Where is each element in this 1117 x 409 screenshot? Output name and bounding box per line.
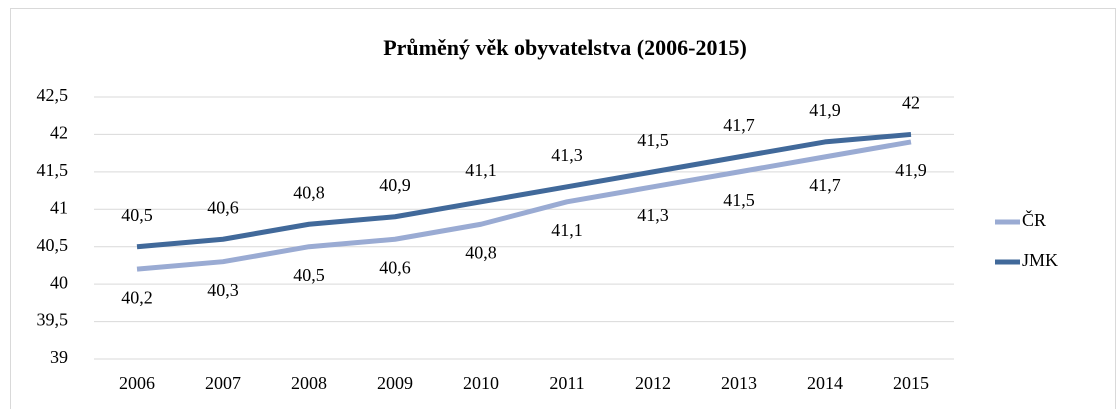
x-tick-label: 2009 — [377, 373, 413, 393]
data-label: 40,8 — [293, 182, 325, 202]
data-label: 41,5 — [637, 130, 669, 150]
series-line — [136, 139, 912, 272]
y-tick-label: 39,5 — [37, 310, 69, 330]
data-label: 41,7 — [809, 175, 841, 195]
data-label: 41,7 — [723, 115, 755, 135]
x-tick-label: 2008 — [291, 373, 327, 393]
data-label: 41,3 — [637, 205, 669, 225]
data-label: 41,5 — [723, 190, 755, 210]
data-label: 40,9 — [379, 175, 411, 195]
data-label: 40,8 — [465, 242, 497, 262]
x-tick-label: 2013 — [721, 373, 757, 393]
data-label: 40,2 — [121, 287, 153, 307]
data-label: 41,3 — [551, 145, 583, 165]
chart-title: Průměný věk obyvatelstva (2006-2015) — [383, 35, 747, 60]
x-tick-label: 2014 — [807, 373, 843, 393]
data-label: 40,5 — [293, 265, 325, 285]
y-tick-label: 40,5 — [37, 235, 69, 255]
y-tick-label: 42,5 — [37, 85, 69, 105]
y-tick-label: 41 — [50, 197, 68, 217]
data-label: 41,9 — [809, 100, 841, 120]
x-tick-label: 2007 — [205, 373, 241, 393]
data-label: 40,3 — [207, 280, 239, 300]
x-tick-label: 2011 — [549, 373, 584, 393]
x-tick-label: 2012 — [635, 373, 671, 393]
legend-label: ČR — [1022, 209, 1046, 230]
legend-label: JMK — [1022, 250, 1058, 270]
x-tick-label: 2015 — [893, 373, 929, 393]
data-label: 40,5 — [121, 205, 153, 225]
data-label: 41,9 — [895, 160, 927, 180]
x-tick-label: 2006 — [119, 373, 155, 393]
data-label: 40,6 — [379, 257, 411, 277]
y-tick-label: 41,5 — [37, 160, 69, 180]
data-label: 42 — [902, 93, 920, 113]
y-tick-label: 42 — [50, 123, 68, 143]
chart-border — [10, 8, 1116, 409]
y-tick-label: 39 — [50, 347, 68, 367]
y-tick-label: 40 — [50, 272, 68, 292]
data-label: 41,1 — [551, 220, 583, 240]
data-label: 40,6 — [207, 197, 239, 217]
data-label: 41,1 — [465, 160, 497, 180]
x-tick-label: 2010 — [463, 373, 499, 393]
series-line — [136, 131, 912, 250]
